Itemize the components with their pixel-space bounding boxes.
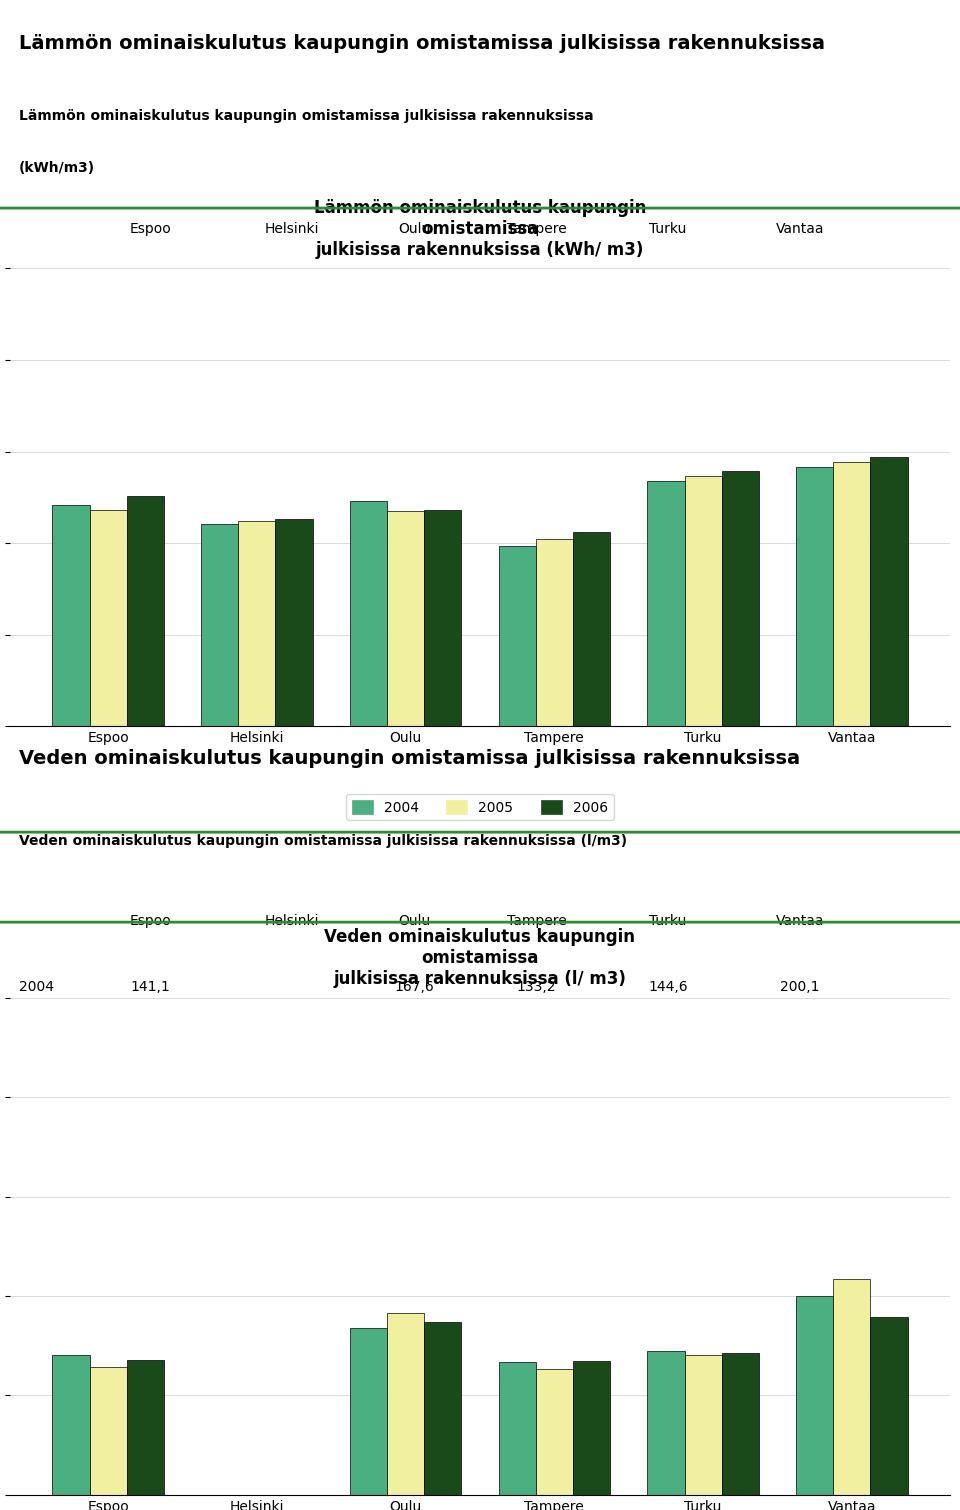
Text: Veden ominaiskulutus kaupungin omistamissa julkisissa rakennuksissa: Veden ominaiskulutus kaupungin omistamis… [19, 749, 800, 769]
Text: 142,8: 142,8 [648, 1111, 688, 1126]
Text: 47,2: 47,2 [135, 349, 166, 364]
Text: 133,2: 133,2 [516, 980, 556, 994]
Bar [684, 1354, 722, 1495]
Text: 2006: 2006 [19, 1111, 54, 1126]
Bar [387, 1314, 424, 1495]
Text: 45,3: 45,3 [276, 415, 307, 429]
Text: Vantaa: Vantaa [776, 222, 824, 237]
Text: 167,6: 167,6 [395, 980, 434, 994]
Text: Helsinki: Helsinki [265, 222, 319, 237]
Text: 50,4: 50,4 [135, 415, 166, 429]
Text: Espoo: Espoo [130, 914, 172, 927]
Bar [796, 467, 833, 726]
Text: Veden ominaiskulutus kaupungin omistamissa julkisissa rakennuksissa (l/m3): Veden ominaiskulutus kaupungin omistamis… [19, 834, 627, 847]
Text: Turku: Turku [650, 914, 686, 927]
Text: Espoo: Espoo [130, 222, 172, 237]
Text: Tampere: Tampere [507, 222, 566, 237]
Text: 2004: 2004 [19, 284, 54, 297]
Bar [871, 456, 907, 726]
Text: 54,7: 54,7 [653, 349, 684, 364]
Text: 44,2: 44,2 [276, 284, 307, 297]
Bar [276, 519, 313, 726]
Bar [684, 476, 722, 726]
Text: 144,6: 144,6 [648, 980, 688, 994]
Text: 178,9: 178,9 [780, 1111, 820, 1126]
Text: Lämmön ominaiskulutus kaupungin omistamissa julkisissa rakennuksissa: Lämmön ominaiskulutus kaupungin omistami… [19, 33, 825, 53]
Text: (kWh/m3): (kWh/m3) [19, 162, 95, 175]
Bar [722, 1353, 759, 1495]
Text: Tampere: Tampere [507, 914, 566, 927]
Bar [89, 510, 127, 726]
Text: 182,7: 182,7 [395, 1046, 434, 1060]
Title: Veden ominaiskulutus kaupungin
omistamissa
julkisissa rakennuksissa (l/ m3): Veden ominaiskulutus kaupungin omistamis… [324, 929, 636, 988]
Bar [498, 1362, 536, 1495]
Bar [573, 1361, 611, 1495]
Text: 56,6: 56,6 [784, 284, 815, 297]
Bar [53, 506, 89, 726]
Bar [833, 462, 871, 726]
Bar [238, 521, 276, 726]
Text: 48,3: 48,3 [135, 284, 166, 297]
Bar [127, 1361, 164, 1495]
Text: Oulu: Oulu [398, 222, 430, 237]
Bar [424, 1323, 462, 1495]
Bar [871, 1317, 907, 1495]
Bar [833, 1279, 871, 1495]
Bar [722, 471, 759, 726]
Text: 173,8: 173,8 [395, 1111, 434, 1126]
Text: 39,3: 39,3 [521, 284, 552, 297]
Bar [536, 1368, 573, 1495]
Bar [796, 1296, 833, 1495]
Text: 128,6: 128,6 [131, 1046, 171, 1060]
Bar [573, 532, 611, 726]
Bar [647, 482, 684, 726]
Text: 200,1: 200,1 [780, 980, 820, 994]
Bar [424, 510, 462, 726]
Text: 42,4: 42,4 [521, 415, 552, 429]
Text: 135: 135 [523, 1111, 550, 1126]
Text: 2005: 2005 [19, 1046, 54, 1060]
Bar [647, 1351, 684, 1495]
Text: 55,8: 55,8 [653, 415, 684, 429]
Bar [536, 539, 573, 726]
Text: 135,8: 135,8 [131, 1111, 171, 1126]
Text: 57,7: 57,7 [784, 349, 815, 364]
Text: 49,2: 49,2 [398, 284, 429, 297]
Text: 2005: 2005 [19, 349, 54, 364]
Text: 53,6: 53,6 [653, 284, 684, 297]
Bar [127, 495, 164, 726]
Text: Helsinki: Helsinki [265, 914, 319, 927]
Text: 41: 41 [528, 349, 545, 364]
Bar [201, 524, 238, 726]
Text: 141,1: 141,1 [131, 980, 171, 994]
Bar [89, 1367, 127, 1495]
Legend: 2004, 2005, 2006: 2004, 2005, 2006 [347, 794, 613, 820]
Text: 47,1: 47,1 [398, 349, 429, 364]
Bar [53, 1354, 89, 1495]
Text: 217,2: 217,2 [780, 1046, 820, 1060]
Title: Lämmön ominaiskulutus kaupungin
omistamissa
julkisissa rakennuksissa (kWh/ m3): Lämmön ominaiskulutus kaupungin omistami… [314, 199, 646, 258]
Text: 2004: 2004 [19, 980, 54, 994]
Bar [349, 501, 387, 726]
Text: Vantaa: Vantaa [776, 914, 824, 927]
Text: 126,9: 126,9 [516, 1046, 557, 1060]
Text: Lämmön ominaiskulutus kaupungin omistamissa julkisissa rakennuksissa: Lämmön ominaiskulutus kaupungin omistami… [19, 109, 593, 124]
Text: 140,9: 140,9 [648, 1046, 688, 1060]
Text: 44,8: 44,8 [276, 349, 307, 364]
Bar [349, 1329, 387, 1495]
Text: 47,2: 47,2 [398, 415, 429, 429]
Text: 2006: 2006 [19, 415, 54, 429]
Text: 58,9: 58,9 [784, 415, 815, 429]
Bar [387, 510, 424, 726]
Bar [498, 547, 536, 726]
Text: Turku: Turku [650, 222, 686, 237]
Text: Oulu: Oulu [398, 914, 430, 927]
